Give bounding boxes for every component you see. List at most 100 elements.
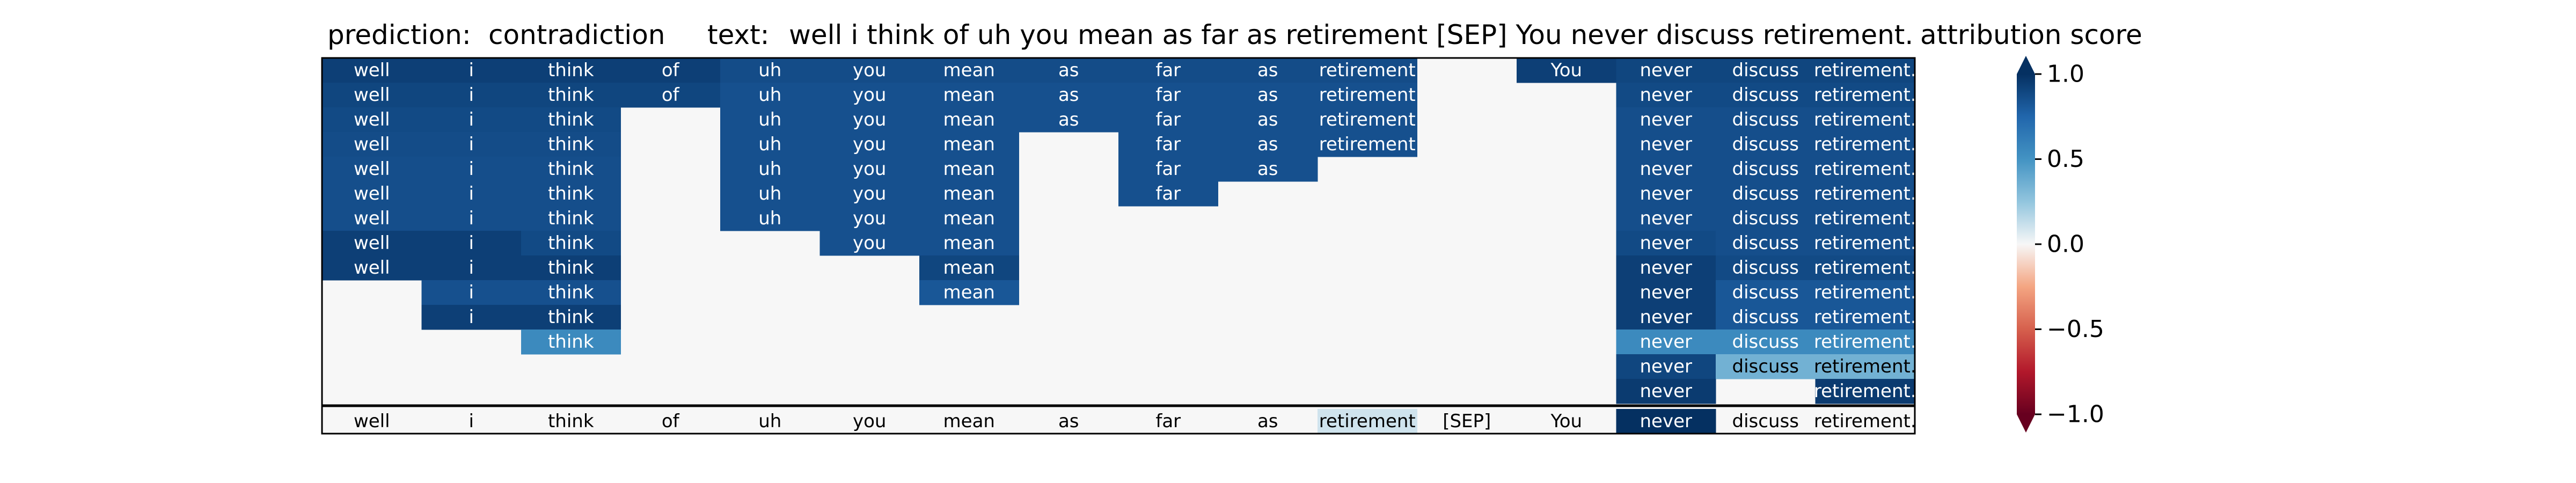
heatmap-cell (919, 157, 1019, 182)
text-label: text: (707, 19, 770, 50)
heatmap-cell (322, 231, 422, 256)
heatmap-cell-label: you (853, 158, 886, 180)
heatmap-cell (421, 157, 522, 182)
heatmap-cell-label: well (354, 158, 390, 180)
heatmap-cell (720, 206, 820, 231)
heatmap-cell (1218, 58, 1318, 83)
heatmap-cell (1616, 83, 1716, 108)
heatmap-cell-label: as (1058, 109, 1079, 130)
token-row-label: retirement. (1814, 411, 1916, 432)
heatmap-cell-label: retirement. (1814, 60, 1916, 81)
heatmap-cell-label: i (469, 60, 474, 81)
heatmap-cell-label: uh (758, 158, 781, 180)
heatmap-cell-label: mean (943, 183, 995, 204)
token-row-label: far (1155, 411, 1181, 432)
heatmap-cell-label: retirement (1319, 84, 1416, 106)
heatmap-cell-label: you (853, 109, 886, 130)
heatmap-cell (819, 132, 920, 157)
heatmap-cell (1616, 379, 1716, 404)
heatmap-cell (1616, 132, 1716, 157)
heatmap-cell (1616, 280, 1716, 305)
heatmap-cell-label: you (853, 208, 886, 229)
heatmap-cell-label: never (1640, 183, 1693, 204)
heatmap-cell-label: retirement (1319, 134, 1416, 155)
heatmap-cell (819, 83, 920, 108)
heatmap-cell (819, 58, 920, 83)
heatmap-cell (521, 157, 621, 182)
heatmap-cell (1815, 379, 1915, 404)
heatmap-cell-label: discuss (1732, 356, 1799, 377)
heatmap-cell (421, 58, 522, 83)
heatmap-cell-label: as (1058, 84, 1079, 106)
token-row-label: you (853, 411, 886, 432)
colorbar-tick-label: −1.0 (2047, 401, 2104, 428)
heatmap-cell-label: mean (943, 134, 995, 155)
heatmap-cell-label: i (469, 183, 474, 204)
heatmap-cell (1318, 83, 1417, 108)
heatmap-cell-label: mean (943, 232, 995, 254)
colorbar-tick-label: 1.0 (2047, 61, 2084, 88)
heatmap-cell (1616, 157, 1716, 182)
heatmap-cell-label: far (1155, 134, 1181, 155)
heatmap-cell (521, 305, 621, 330)
heatmap-cell-label: well (354, 257, 390, 279)
heatmap-cell-label: i (469, 134, 474, 155)
text-value: well i think of uh you mean as far as re… (789, 19, 1913, 50)
heatmap-cell-label: retirement. (1814, 331, 1916, 353)
heatmap-cell-label: retirement. (1814, 356, 1916, 377)
heatmap-cell (1815, 255, 1915, 281)
heatmap-cell-label: you (853, 134, 886, 155)
heatmap-cell-label: never (1640, 208, 1693, 229)
heatmap-cell (1716, 354, 1816, 379)
token-row-label: retirement (1319, 411, 1416, 432)
heatmap-cell-label: never (1640, 331, 1693, 353)
heatmap-cell (1716, 181, 1816, 207)
heatmap-cell-label: never (1640, 232, 1693, 254)
heatmap-cell (322, 132, 422, 157)
heatmap-cell-label: think (548, 183, 594, 204)
heatmap-cell (421, 231, 522, 256)
heatmap-cell-label: think (548, 158, 594, 180)
heatmap-cell (1716, 330, 1816, 355)
heatmap-cell (1019, 58, 1119, 83)
heatmap-cell-label: uh (758, 84, 781, 106)
heatmap-cell (620, 83, 721, 108)
heatmap-cell-label: you (853, 232, 886, 254)
heatmap-cell-label: discuss (1732, 331, 1799, 353)
heatmap-cell-label: uh (758, 134, 781, 155)
heatmap-cell (1815, 354, 1915, 379)
heatmap-cell (322, 157, 422, 182)
heatmap-cell-label: retirement. (1814, 134, 1916, 155)
heatmap-cell (421, 206, 522, 231)
heatmap-cell-label: retirement. (1814, 109, 1916, 130)
heatmap-cell (1616, 354, 1716, 379)
heatmap-cell-label: you (853, 60, 886, 81)
heatmap-cell-label: well (354, 84, 390, 106)
heatmap-cell-label: i (469, 257, 474, 279)
token-row-label: of (662, 411, 680, 432)
heatmap-cell-label: retirement. (1814, 306, 1916, 328)
heatmap-cell-label: retirement. (1814, 380, 1916, 402)
heatmap-cell-label: as (1257, 134, 1278, 155)
heatmap-cell (720, 132, 820, 157)
heatmap-cell (1815, 83, 1915, 108)
heatmap-cell (1616, 255, 1716, 281)
heatmap-cell (1118, 107, 1218, 133)
heatmap-cell (322, 83, 422, 108)
heatmap-cell (1815, 305, 1915, 330)
heatmap-cell (521, 58, 621, 83)
heatmap-cell-label: discuss (1732, 257, 1799, 279)
heatmap-cell (1118, 83, 1218, 108)
heatmap-cell-label: mean (943, 158, 995, 180)
heatmap-cell (919, 107, 1019, 133)
heatmap-cell (1019, 83, 1119, 108)
heatmap-cell (1716, 206, 1816, 231)
heatmap-cell (1815, 330, 1915, 355)
heatmap-cell-label: never (1640, 60, 1693, 81)
heatmap-cell-label: think (548, 134, 594, 155)
token-row-label: as (1058, 411, 1079, 432)
token-row-label: as (1257, 411, 1278, 432)
heatmap-cell (819, 107, 920, 133)
heatmap-cell (1815, 157, 1915, 182)
heatmap-cell (1815, 231, 1915, 256)
